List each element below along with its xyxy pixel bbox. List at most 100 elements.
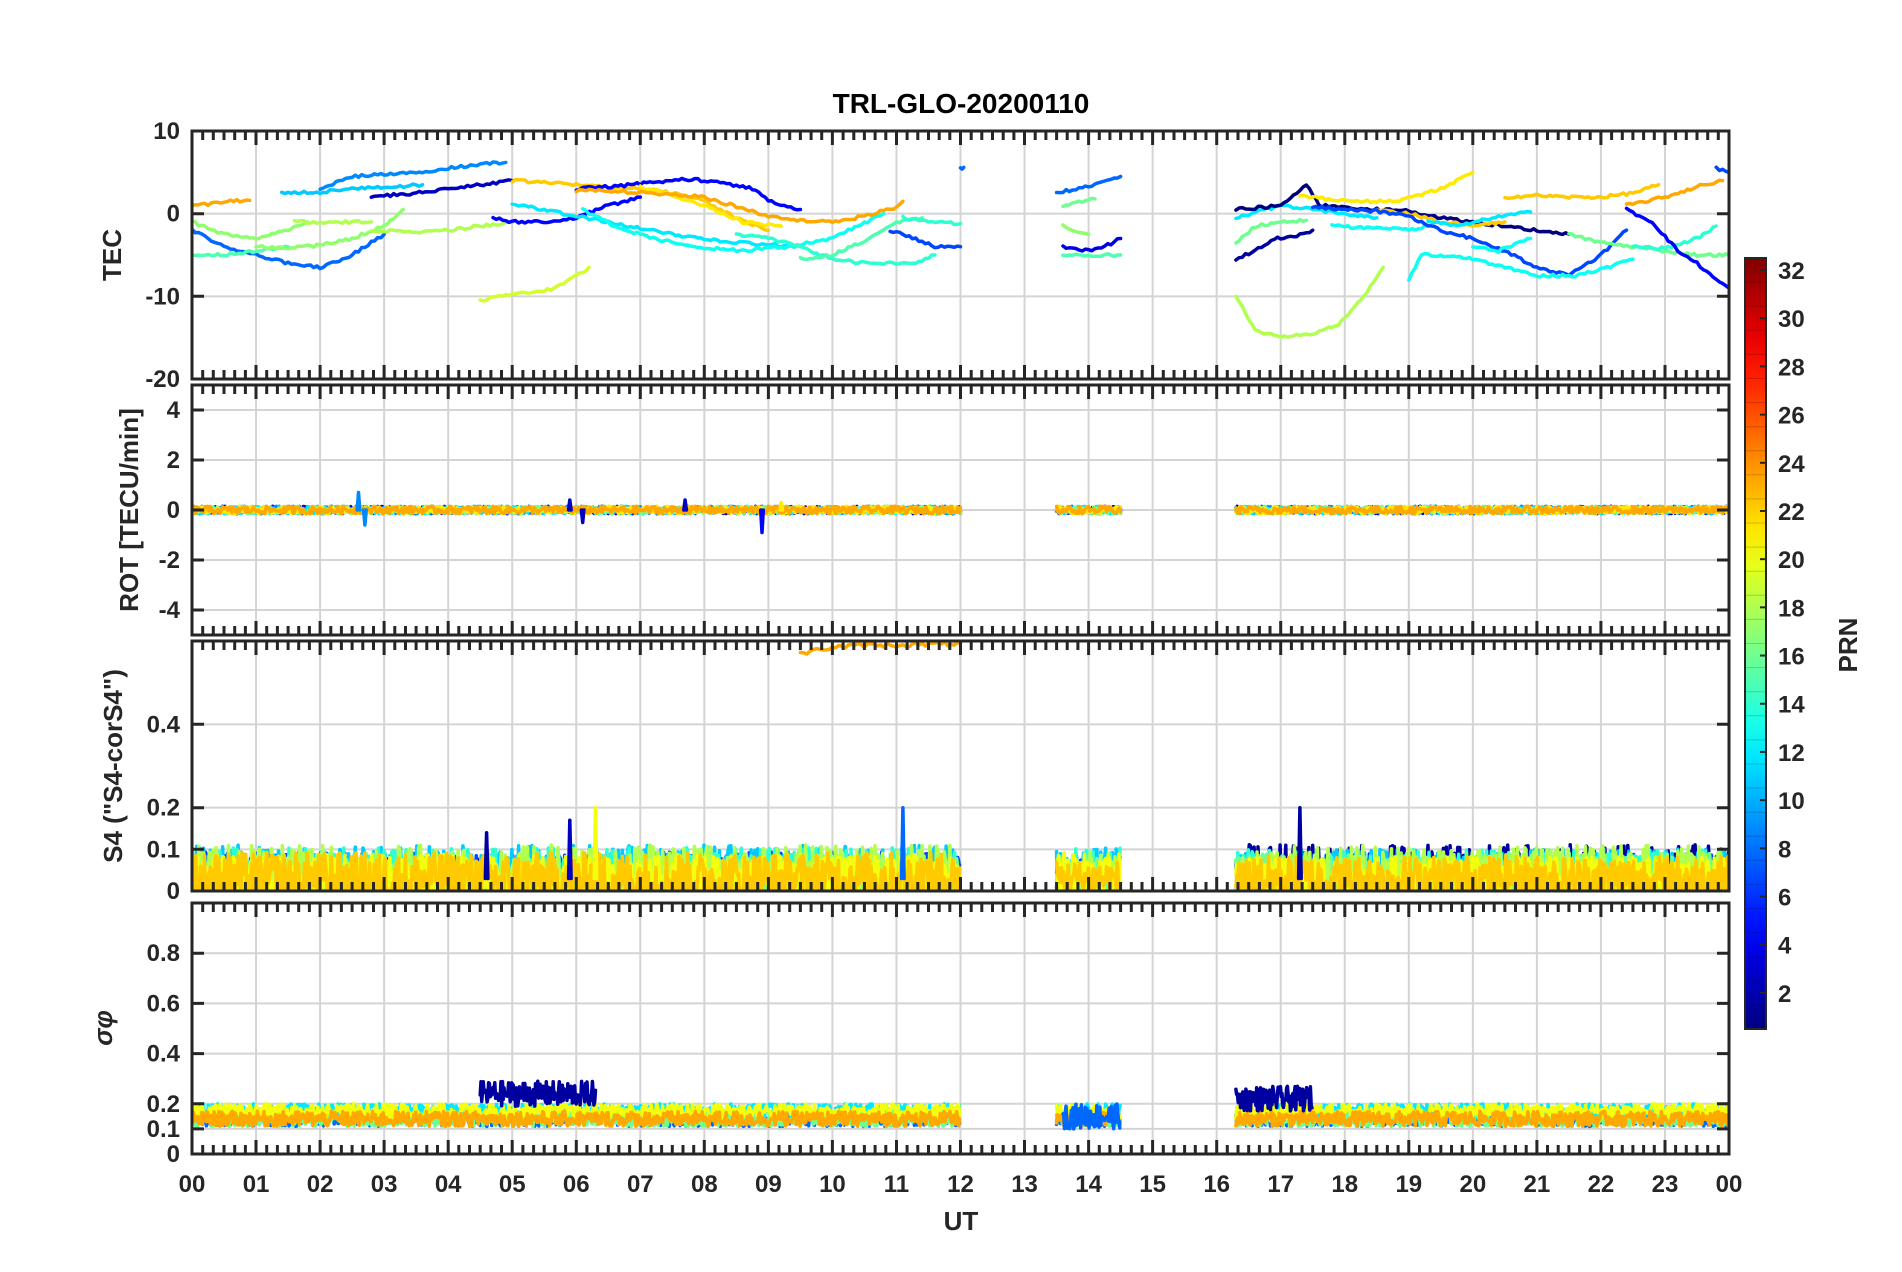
x-tick-label: 23 (1652, 1171, 1679, 1198)
x-tick-label: 16 (1203, 1171, 1230, 1198)
sigma-y-tick-marks (192, 951, 1729, 1156)
rot-y-tick-label: 0 (167, 497, 180, 524)
sigma-y-tick-label: 0 (167, 1141, 180, 1168)
tec-series-prn-7 (888, 229, 963, 250)
sigma-y-label: σφ (88, 1010, 118, 1046)
panel-sigma-phi: 0.8 0.6 0.4 0.20.10 σφ (88, 901, 1731, 1168)
sigma-bump (1234, 1084, 1314, 1113)
sigma-y-tick-label: 0.8 (147, 940, 180, 967)
sigma-bump (478, 1079, 598, 1108)
x-tick-label: 22 (1588, 1171, 1615, 1198)
sigma-plot-area (192, 1079, 1729, 1131)
tec-x-ticks (190, 131, 1731, 379)
colorbar-tick-label: 4 (1778, 933, 1792, 960)
colorbar-tick-label: 18 (1778, 595, 1805, 622)
tec-y-tick-marks (192, 129, 1729, 381)
x-tick-label: 19 (1395, 1171, 1422, 1198)
rot-y-tick-label: -2 (159, 547, 180, 574)
x-tick-label: 00 (179, 1171, 206, 1198)
sigma-frame (190, 901, 1731, 1156)
tec-series-prn-12 (1426, 209, 1533, 228)
rot-spike (758, 508, 766, 535)
tec-series-prn-12 (510, 202, 803, 249)
x-tick-label: 12 (947, 1171, 974, 1198)
sigma-y-tick-label: 0.6 (147, 990, 180, 1017)
chart-title: TRL-GLO-20200110 (833, 88, 1090, 119)
colorbar-tick-label: 6 (1778, 884, 1791, 911)
tec-series-prn-18 (292, 218, 374, 226)
colorbar-tick-label: 12 (1778, 740, 1805, 767)
x-tick-label: 00 (1716, 1171, 1743, 1198)
tec-series-prn-23 (192, 197, 252, 208)
s4-x-ticks (190, 641, 1731, 891)
x-tick-label: 18 (1331, 1171, 1358, 1198)
s4-y-tick-label: 0 (167, 878, 180, 905)
colorbar-tick-label: 8 (1778, 836, 1791, 863)
tec-series-prn-14 (901, 214, 963, 227)
tec-y-tick-label: -20 (145, 366, 180, 393)
x-tick-label: 15 (1139, 1171, 1166, 1198)
tec-series-prn-16 (1061, 196, 1097, 209)
rot-series-prn-23 (1054, 504, 1123, 516)
tec-y-label: TEC (97, 229, 127, 281)
colorbar-bands (1745, 281, 1766, 1006)
colorbar-gradient (1745, 258, 1766, 1029)
tec-series-prn-8 (1054, 174, 1123, 195)
tec-series-prn-8 (958, 165, 966, 171)
colorbar-tick-label: 24 (1778, 451, 1805, 478)
rot-spike (361, 508, 368, 527)
x-tick-label: 06 (563, 1171, 590, 1198)
tec-y-ticks: 10 0 -10 -20 (145, 118, 180, 393)
s4-frame (190, 639, 1731, 893)
tec-series-prn-17 (254, 207, 406, 251)
colorbar-tick-label: 26 (1778, 403, 1805, 430)
x-tick-label: 07 (627, 1171, 654, 1198)
tec-series-prn-19 (478, 265, 591, 303)
panel-s4: 0.4 0.2 0.1 0 S4 ("S4-corS4") (98, 639, 1731, 905)
tec-series-prn-13 (1407, 251, 1635, 282)
rot-spike (579, 508, 586, 525)
rot-y-ticks: 4 2 0 -2 -4 (159, 397, 181, 624)
tec-series-prn-15 (192, 244, 290, 258)
tec-series-prn-8 (192, 227, 386, 271)
x-tick-label: 17 (1267, 1171, 1294, 1198)
tec-series-prn-12 (1234, 203, 1379, 221)
s4-grid (192, 641, 1729, 891)
colorbar-frame (1744, 257, 1767, 1030)
panel-tec: 10 0 -10 -20 TEC (97, 118, 1731, 393)
tec-series-prn-1 (1234, 183, 1571, 237)
tec-series-prn-22 (1503, 182, 1661, 201)
tec-series-prn-9 (318, 160, 508, 192)
sigma-series-prn-23 (192, 1109, 962, 1129)
x-tick-label: 02 (307, 1171, 334, 1198)
sigma-y-tick-label: 0.2 (147, 1091, 180, 1118)
x-tick-label: 14 (1075, 1171, 1102, 1198)
colorbar-tick-label: 2 (1778, 981, 1791, 1008)
tec-series-prn-17 (1061, 223, 1091, 237)
tec-frame (190, 129, 1731, 381)
colorbar-tick-label: 14 (1778, 692, 1805, 719)
s4-spike (899, 805, 906, 881)
x-tick-label: 11 (884, 1171, 909, 1198)
s4-top-trace-prn-23 (798, 641, 963, 656)
tec-series-prn-5 (1624, 206, 1729, 290)
s4-y-tick-label: 0.4 (147, 711, 181, 738)
rot-spike (778, 500, 785, 512)
tec-series-prn-16 (1234, 217, 1309, 245)
s4-series-prn-22 (1054, 860, 1122, 891)
rot-y-tick-label: -4 (159, 597, 181, 624)
tec-series-prn-11 (279, 182, 425, 196)
x-tick-label: 01 (243, 1171, 270, 1198)
colorbar-tick-label: 20 (1778, 547, 1805, 574)
x-tick-label: 20 (1459, 1171, 1486, 1198)
rot-frame (190, 383, 1731, 637)
tec-series-prn-23 (574, 187, 905, 225)
s4-y-label: S4 ("S4-corS4") (98, 669, 128, 863)
x-tick-label: 13 (1011, 1171, 1038, 1198)
x-axis-label: UT (944, 1206, 979, 1236)
s4-spike (592, 805, 599, 881)
rot-y-label: ROT [TECU/min] (114, 408, 144, 612)
sigma-series-prn-23 (1234, 1109, 1729, 1129)
rot-plot-area (192, 490, 1729, 535)
